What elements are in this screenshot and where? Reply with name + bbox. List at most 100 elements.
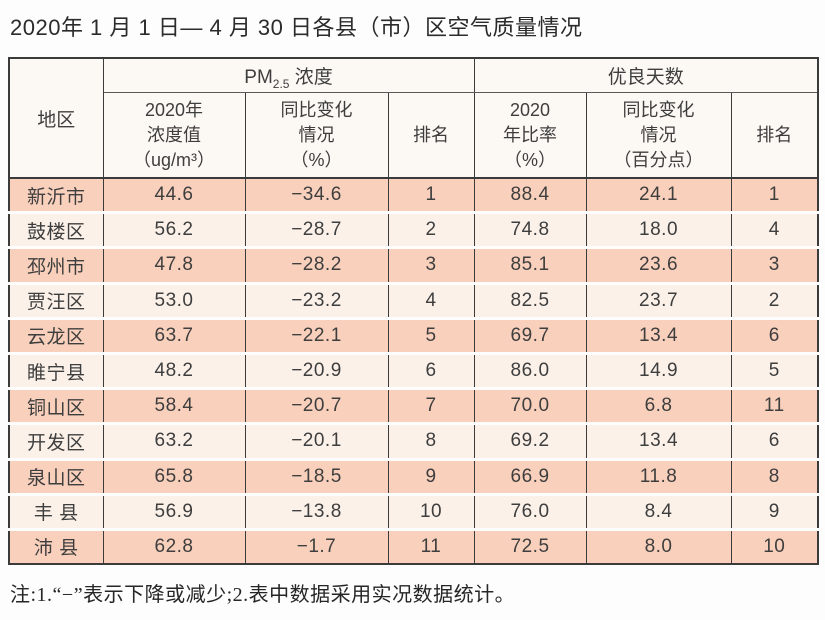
- good-change-cell: 6.8: [585, 388, 732, 426]
- good-ratio-cell: 72.5: [473, 529, 587, 565]
- pm-change-cell: −22.1: [244, 318, 389, 355]
- header-line: 年比率: [503, 124, 558, 145]
- pm-change-cell: −28.2: [244, 247, 389, 285]
- good-days-group-header: 优良天数: [473, 58, 819, 93]
- good-ratio-cell: 66.9: [473, 459, 587, 496]
- table-row: 贾汪区 53.0 −23.2 4 82.5 23.7 2: [8, 283, 819, 320]
- pm-rank-cell: 4: [387, 283, 475, 320]
- air-quality-table: 地区 PM2.5 浓度 优良天数 2020年 浓度值 （ug/m³） 同比变化 …: [8, 57, 820, 566]
- pm-change-cell: −20.1: [244, 423, 389, 461]
- table-row: 鼓楼区 56.2 −28.7 2 74.8 18.0 4: [8, 212, 819, 250]
- table-row: 泉山区 65.8 −18.5 9 66.9 11.8 8: [8, 459, 819, 496]
- table-row: 丰 县 56.9 −13.8 10 76.0 8.4 9: [8, 494, 819, 531]
- table-row: 邳州市 47.8 −28.2 3 85.1 23.6 3: [8, 247, 819, 285]
- good-change-cell: 13.4: [585, 423, 732, 461]
- good-ratio-cell: 86.0: [473, 353, 587, 391]
- region-cell: 邳州市: [8, 247, 104, 285]
- page-title: 2020年 1 月 1 日— 4 月 30 日各县（市）区空气质量情况: [10, 15, 583, 40]
- region-cell: 鼓楼区: [8, 212, 104, 250]
- good-ratio-cell: 76.0: [473, 494, 587, 531]
- good-change-cell: 13.4: [585, 318, 732, 355]
- pm-rank-column-header: 排名: [387, 92, 475, 179]
- pm-value-cell: 58.4: [102, 388, 246, 426]
- pm-rank-cell: 5: [387, 318, 475, 355]
- good-ratio-cell: 74.8: [473, 212, 587, 250]
- pm-rank-cell: 10: [387, 494, 475, 531]
- good-rank-cell: 8: [730, 459, 819, 496]
- good-rank-cell: 6: [730, 318, 819, 355]
- good-ratio-cell: 69.7: [473, 318, 587, 355]
- pm-value-cell: 56.2: [102, 212, 246, 250]
- pm-change-cell: −34.6: [244, 178, 389, 215]
- good-change-cell: 18.0: [585, 212, 732, 250]
- good-rank-cell: 1: [730, 178, 819, 215]
- pm-rank-cell: 3: [387, 247, 475, 285]
- pm-value-cell: 44.6: [102, 178, 246, 215]
- header-line: （百分点）: [613, 149, 704, 170]
- table-row: 云龙区 63.7 −22.1 5 69.7 13.4 6: [8, 318, 819, 355]
- pm-change-cell: −18.5: [244, 459, 389, 496]
- good-change-cell: 24.1: [585, 178, 732, 215]
- pm25-label-suffix: 浓度: [289, 67, 333, 88]
- pm-rank-cell: 11: [387, 529, 475, 565]
- good-rank-column-header: 排名: [730, 92, 819, 179]
- table-row: 睢宁县 48.2 −20.9 6 86.0 14.9 5: [8, 353, 819, 391]
- pm-rank-cell: 7: [387, 388, 475, 426]
- header-line: （ug/m³）: [132, 149, 215, 170]
- good-rank-cell: 3: [730, 247, 819, 285]
- table-group-header-row: 地区 PM2.5 浓度 优良天数: [8, 58, 819, 179]
- good-change-column-header: 同比变化 情况 （百分点）: [585, 92, 732, 179]
- page: 2020年 1 月 1 日— 4 月 30 日各县（市）区空气质量情况 地区 P…: [8, 15, 820, 607]
- pm-value-cell: 62.8: [102, 529, 246, 565]
- region-cell: 铜山区: [8, 388, 104, 426]
- good-change-cell: 14.9: [585, 353, 732, 391]
- good-ratio-cell: 82.5: [473, 283, 587, 320]
- header-line: （%）: [504, 149, 557, 170]
- pm25-group-header: PM2.5 浓度: [102, 58, 475, 93]
- good-rank-cell: 10: [730, 529, 819, 565]
- good-change-cell: 23.6: [585, 247, 732, 285]
- pm-value-cell: 47.8: [102, 247, 246, 285]
- good-ratio-cell: 85.1: [473, 247, 587, 285]
- header-line: 同比变化: [622, 99, 695, 120]
- header-line: 浓度值: [147, 124, 201, 145]
- region-cell: 沛 县: [8, 529, 104, 565]
- pm-value-cell: 53.0: [102, 283, 246, 320]
- table-row: 开发区 63.2 −20.1 8 69.2 13.4 6: [8, 423, 819, 461]
- header-line: 2020: [510, 99, 551, 120]
- header-line: 同比变化: [280, 99, 353, 120]
- table-row: 铜山区 58.4 −20.7 7 70.0 6.8 11: [8, 388, 819, 426]
- table-sub-header-row: 2020年 浓度值 （ug/m³） 同比变化 情况 （%） 排名 2020 年比…: [9, 92, 819, 179]
- pm-value-cell: 48.2: [102, 353, 246, 391]
- pm-change-cell: −28.7: [244, 212, 389, 250]
- good-rank-cell: 11: [730, 388, 819, 426]
- region-cell: 睢宁县: [8, 353, 104, 391]
- footnote: 注:1.“−”表示下降或减少;2.表中数据采用实况数据统计。: [10, 584, 516, 607]
- header-line: 情况: [640, 124, 677, 145]
- good-change-cell: 8.4: [585, 494, 732, 531]
- good-rank-cell: 5: [730, 353, 819, 391]
- good-rank-cell: 6: [730, 423, 819, 461]
- pm-value-cell: 56.9: [102, 494, 246, 531]
- pm-change-column-header: 同比变化 情况 （%）: [244, 92, 389, 179]
- good-change-cell: 11.8: [585, 459, 732, 496]
- pm-rank-cell: 1: [387, 178, 475, 215]
- pm-change-cell: −20.9: [244, 353, 389, 391]
- region-column-header: 地区: [8, 58, 104, 179]
- good-rank-cell: 4: [730, 212, 819, 250]
- good-change-cell: 8.0: [585, 529, 732, 565]
- pm-change-cell: −23.2: [244, 283, 389, 320]
- header-line: （%）: [290, 149, 343, 170]
- header-line: 情况: [298, 124, 335, 145]
- pm-change-cell: −20.7: [244, 388, 389, 426]
- pm-change-cell: −1.7: [244, 529, 389, 565]
- region-cell: 开发区: [8, 423, 104, 461]
- pm-change-cell: −13.8: [244, 494, 389, 531]
- region-cell: 丰 县: [8, 494, 104, 531]
- pm-value-column-header: 2020年 浓度值 （ug/m³）: [102, 92, 246, 179]
- header-line: 2020年: [144, 99, 204, 120]
- region-cell: 新沂市: [8, 178, 104, 215]
- pm-value-cell: 65.8: [102, 459, 246, 496]
- region-cell: 泉山区: [8, 459, 104, 496]
- good-rank-cell: 2: [730, 283, 819, 320]
